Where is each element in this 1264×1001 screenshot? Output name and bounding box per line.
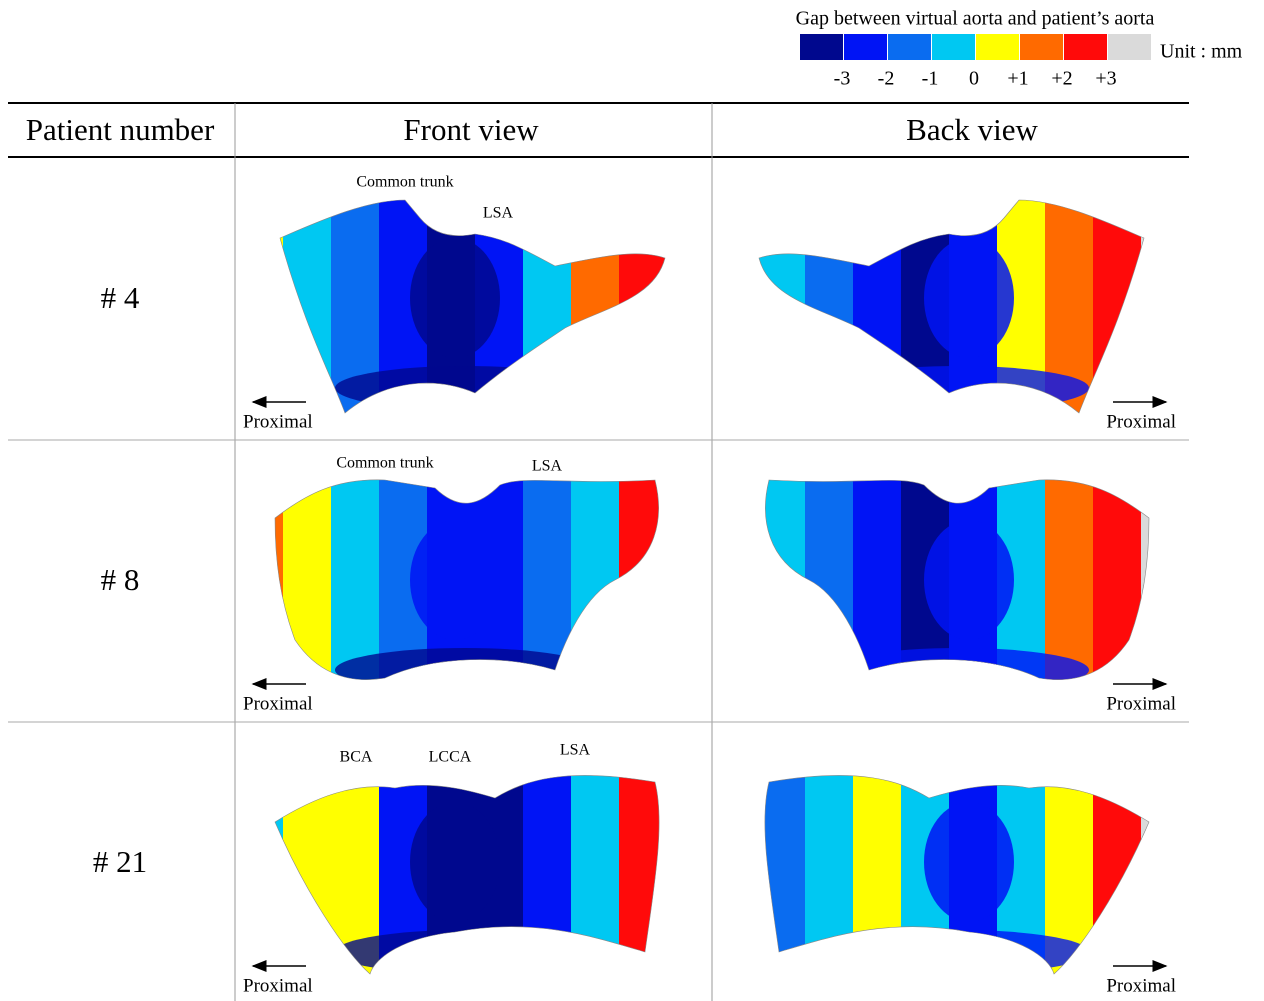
legend-label: -1 [922, 68, 939, 90]
proximal-label: Proximal [243, 411, 313, 432]
header-cell: Patient number [26, 112, 215, 147]
aorta-surface [708, 440, 1189, 722]
legend-swatch [976, 34, 1019, 60]
aorta-bands [708, 158, 1189, 440]
aorta-surface [235, 440, 716, 722]
gap-band [1092, 722, 1141, 1001]
gap-band [283, 158, 332, 440]
gap-band [708, 158, 757, 440]
gap-patch [410, 520, 500, 640]
gap-band [235, 722, 284, 1001]
legend-swatch [1020, 34, 1063, 60]
gap-band [852, 722, 901, 1001]
aorta-bands [235, 440, 716, 722]
gap-patch [829, 648, 1089, 692]
gap-patch [924, 802, 1014, 922]
gap-band [1092, 440, 1141, 722]
vessel-label: LSA [560, 742, 591, 759]
gap-band [235, 158, 284, 440]
gap-band [708, 722, 757, 1001]
gap-band [571, 722, 620, 1001]
legend-label: +3 [1095, 68, 1116, 90]
gap-band [283, 440, 332, 722]
legend-label: -3 [834, 68, 851, 90]
gap-band [667, 722, 716, 1001]
gap-band [1140, 440, 1189, 722]
gap-band [804, 158, 853, 440]
gap-band [523, 440, 572, 722]
gap-band [523, 722, 572, 1001]
legend-title: Gap between virtual aorta and patient’s … [796, 8, 1155, 30]
legend-swatch [800, 34, 843, 60]
gap-patch [829, 366, 1089, 410]
header-cell: Front view [403, 112, 539, 147]
legend-swatch [932, 34, 975, 60]
gap-band [235, 440, 284, 722]
gap-patch [829, 930, 1089, 974]
legend-swatch [1064, 34, 1107, 60]
legend-label: +2 [1051, 68, 1072, 90]
gap-patch [924, 238, 1014, 358]
gap-band [667, 440, 716, 722]
gap-patch [410, 238, 500, 358]
gap-patch [410, 802, 500, 922]
gap-band [1140, 722, 1189, 1001]
proximal-label: Proximal [1106, 693, 1176, 714]
aorta-bands [235, 158, 716, 440]
vessel-label: LSA [483, 205, 514, 222]
gap-patch [335, 930, 595, 974]
aorta-bands [708, 722, 1189, 1001]
legend-label: 0 [969, 68, 979, 90]
aorta-bands [235, 722, 716, 1001]
vessel-label: LCCA [429, 749, 472, 766]
gap-band [667, 158, 716, 440]
patient-number: # 21 [93, 844, 147, 879]
patient-number: # 8 [101, 562, 140, 597]
aorta-surface [708, 722, 1189, 1001]
vessel-label: BCA [340, 749, 373, 766]
gap-band [852, 440, 901, 722]
vessel-label: Common trunk [356, 174, 453, 191]
aorta-surface [235, 158, 716, 440]
legend-swatch [844, 34, 887, 60]
gap-patch [335, 648, 595, 692]
gap-band [283, 722, 332, 1001]
legend-label: +1 [1007, 68, 1028, 90]
gap-band [756, 722, 805, 1001]
aorta-bands [708, 440, 1189, 722]
proximal-label: Proximal [243, 975, 313, 996]
gap-band [756, 158, 805, 440]
gap-band [619, 158, 668, 440]
proximal-label: Proximal [1106, 411, 1176, 432]
gap-band [756, 440, 805, 722]
legend-unit: Unit : mm [1160, 41, 1243, 63]
gap-band [852, 158, 901, 440]
vessel-label: Common trunk [336, 455, 433, 472]
legend-swatch [888, 34, 931, 60]
gap-band [1092, 158, 1141, 440]
aorta-surface [235, 722, 716, 1001]
gap-band [571, 158, 620, 440]
gap-band [804, 722, 853, 1001]
gap-band [1140, 158, 1189, 440]
gap-band [708, 440, 757, 722]
vessel-label: LSA [532, 458, 563, 475]
legend-label: -2 [878, 68, 895, 90]
gap-patch [924, 520, 1014, 640]
aorta-surface [708, 158, 1189, 440]
gap-band [619, 722, 668, 1001]
gap-patch [335, 366, 595, 410]
gap-band [619, 440, 668, 722]
patient-number: # 4 [101, 280, 140, 315]
figure: Gap between virtual aorta and patient’s … [0, 0, 1264, 1001]
proximal-label: Proximal [1106, 975, 1176, 996]
gap-band [523, 158, 572, 440]
legend-swatch [1108, 34, 1151, 60]
header-cell: Back view [906, 112, 1038, 147]
proximal-label: Proximal [243, 693, 313, 714]
